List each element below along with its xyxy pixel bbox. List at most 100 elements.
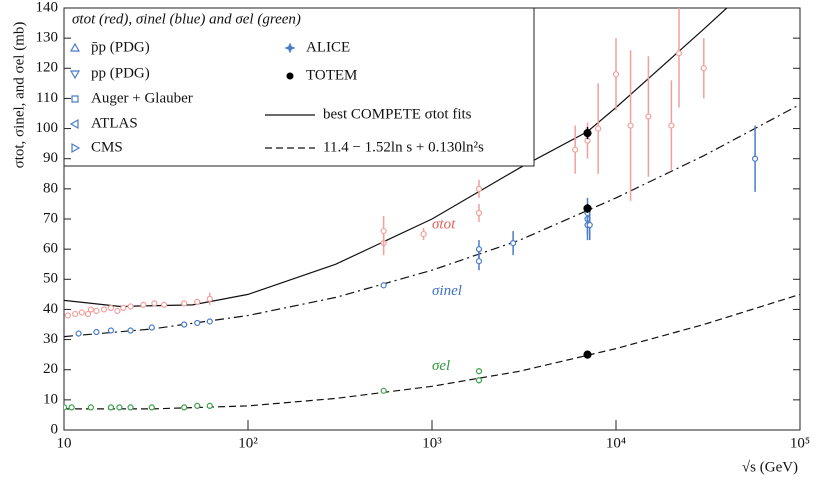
data-point — [87, 306, 94, 313]
data-point — [194, 298, 201, 305]
legend-label: 11.4 − 1.52ln s + 0.130ln²s — [323, 139, 484, 155]
data-point — [572, 146, 579, 153]
data-point — [420, 230, 427, 238]
data-point — [64, 312, 71, 319]
data-point — [148, 324, 155, 331]
data-point — [380, 282, 387, 289]
y-axis-label: σtot, σinel, and σel (mb) — [11, 22, 27, 169]
data-point — [151, 300, 158, 307]
x-tick-label: 10⁴ — [606, 435, 626, 451]
legend-label: p̄p (PDG) — [91, 39, 150, 55]
data-point — [583, 350, 592, 359]
y-tick-label: 110 — [36, 90, 58, 106]
data-point — [475, 209, 483, 217]
annotation: σinel — [432, 283, 462, 299]
data-point — [583, 204, 592, 213]
data-point — [380, 387, 387, 394]
data-point — [114, 307, 121, 315]
legend-box — [63, 7, 535, 167]
x-tick-label: 10³ — [422, 435, 442, 451]
y-tick-label: 130 — [36, 30, 59, 46]
data-point — [84, 310, 92, 318]
y-tick-label: 100 — [36, 120, 59, 136]
data-point — [181, 300, 188, 307]
data-point — [475, 368, 483, 375]
y-tick-label: 50 — [43, 271, 58, 287]
data-point — [75, 330, 82, 337]
data-point — [475, 258, 483, 265]
x-axis-label: √s (GeV) — [742, 459, 798, 475]
data-point — [475, 377, 483, 384]
x-tick-label: 10⁵ — [790, 435, 810, 451]
data-point — [675, 50, 683, 57]
legend-title: σtot (red), σinel (blue) and σel (green) — [72, 11, 301, 27]
data-point — [107, 327, 115, 334]
x-tick-label: 10 — [57, 435, 72, 451]
data-point — [194, 402, 201, 409]
data-point — [127, 327, 134, 334]
plot-area — [64, 8, 800, 411]
legend-label: best COMPETE σtot fits — [323, 106, 472, 122]
data-point — [127, 404, 134, 411]
data-point — [475, 246, 483, 253]
legend-marker — [71, 95, 79, 103]
legend-marker — [69, 118, 79, 130]
legend: σtot (red), σinel (blue) and σel (green)… — [63, 7, 535, 167]
data-point — [475, 185, 483, 192]
legend-marker — [286, 72, 294, 80]
data-point — [127, 303, 134, 310]
data-point — [120, 304, 127, 312]
data-point — [595, 125, 602, 132]
legend-marker — [69, 42, 81, 52]
fit-curve — [64, 8, 728, 308]
data-point — [87, 404, 94, 411]
legend-label: TOTEM — [306, 67, 357, 83]
data-point — [583, 128, 592, 138]
y-tick-label: 90 — [43, 150, 58, 166]
legend-label: pp (PDG) — [91, 65, 150, 81]
y-tick-label: 40 — [43, 301, 58, 317]
data-point — [206, 295, 213, 302]
y-tick-label: 60 — [43, 241, 58, 257]
data-point — [510, 240, 517, 247]
legend-marker — [71, 142, 81, 154]
data-point — [668, 122, 675, 129]
data-point — [206, 402, 213, 409]
data-point — [116, 404, 123, 411]
data-point — [148, 404, 155, 411]
data-point — [107, 304, 115, 312]
legend-label: ALICE — [306, 39, 350, 55]
data-point — [140, 301, 147, 309]
data-point — [93, 307, 100, 315]
data-point — [700, 65, 707, 72]
data-point — [72, 310, 79, 318]
legend-label: ATLAS — [91, 115, 138, 131]
data-point — [100, 306, 108, 313]
legend-marker — [69, 70, 81, 80]
data-point — [161, 301, 168, 309]
data-point — [612, 71, 620, 78]
data-point — [380, 227, 387, 235]
y-tick-label: 70 — [43, 210, 58, 226]
data-point — [586, 221, 593, 229]
fit-curve — [64, 293, 800, 410]
x-tick-label: 10² — [238, 435, 258, 451]
data-point — [107, 404, 115, 411]
y-tick-label: 10 — [43, 391, 58, 407]
annotation: σtot — [432, 216, 456, 232]
data-point — [627, 122, 634, 129]
legend-label: Auger + Glauber — [91, 90, 193, 106]
data-point — [181, 321, 188, 328]
y-tick-label: 30 — [43, 331, 58, 347]
legend-marker — [284, 42, 296, 54]
data-point — [78, 309, 85, 316]
y-tick-label: 140 — [36, 0, 59, 15]
y-tick-label: 20 — [43, 361, 58, 377]
data-point — [93, 328, 100, 336]
data-point — [64, 404, 68, 411]
data-point — [206, 318, 213, 325]
data-point — [751, 155, 759, 162]
annotation: σel — [432, 358, 450, 374]
y-tick-label: 120 — [36, 60, 59, 76]
